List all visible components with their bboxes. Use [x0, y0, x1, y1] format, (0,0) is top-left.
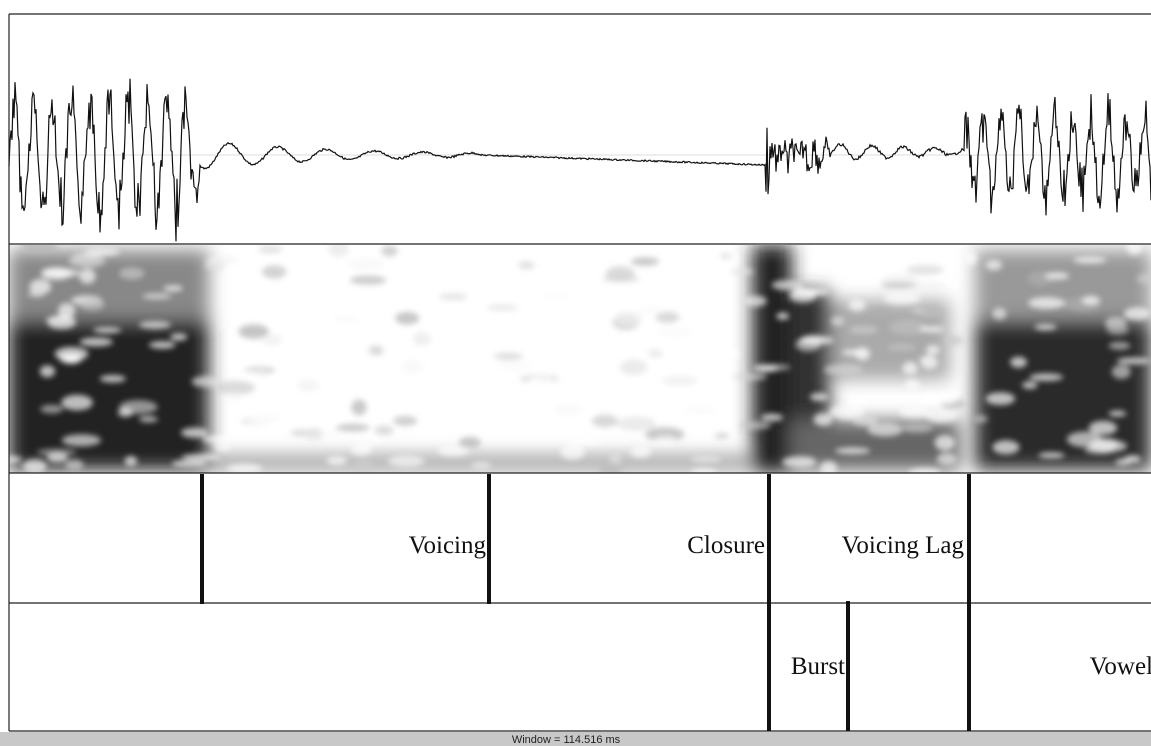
status-text: Window = 114.516 ms — [512, 734, 621, 746]
waveform-pane — [8, 78, 1151, 242]
spectrogram — [9, 245, 1151, 473]
pane-borders — [8, 13, 1151, 732]
waveform — [8, 78, 1151, 242]
interval-label: Burst — [791, 653, 845, 680]
interval-label: Closure — [687, 532, 765, 559]
interval-label: Voicing Lag — [842, 532, 965, 559]
tier-boundaries — [200, 474, 971, 731]
interval-label: Voicing — [409, 532, 487, 559]
interval-label: Vowel — [1090, 653, 1151, 680]
status-bar — [0, 732, 1151, 746]
